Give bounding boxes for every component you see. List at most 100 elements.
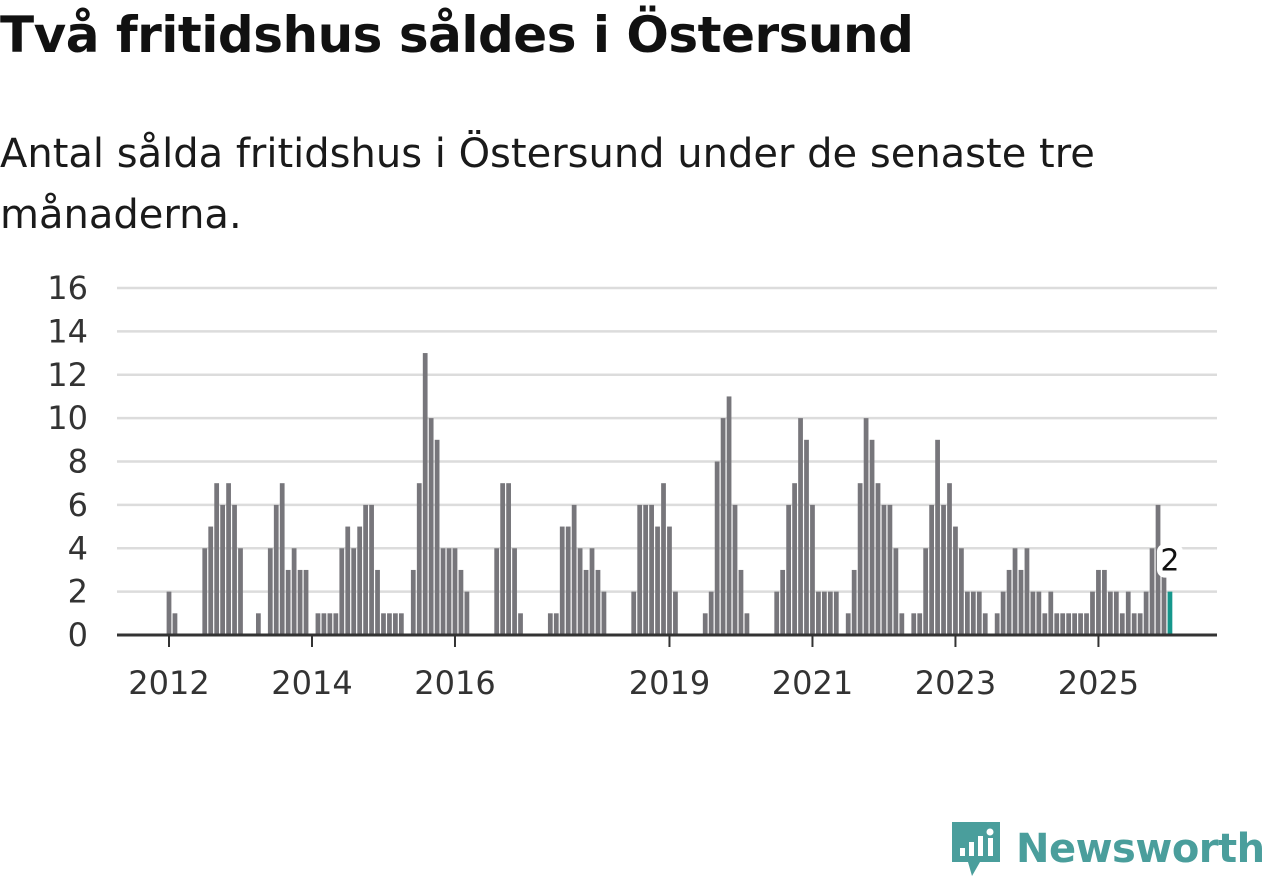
bar (720, 418, 726, 635)
bar (738, 569, 744, 635)
bar (506, 483, 511, 635)
bar (458, 569, 464, 635)
bar (166, 591, 172, 635)
y-tick-label: 6 (68, 486, 88, 524)
bar (327, 613, 333, 635)
bar (416, 483, 422, 635)
bar (1143, 591, 1149, 635)
bar (780, 569, 786, 635)
bar (702, 613, 708, 635)
bar (387, 613, 392, 635)
x-tick-label: 2012 (128, 664, 209, 702)
bar (1149, 548, 1155, 635)
annotation-bg (1156, 543, 1183, 578)
bar (959, 548, 964, 635)
bar (601, 591, 607, 635)
bar (869, 439, 875, 635)
bar (279, 483, 285, 635)
bar (708, 591, 714, 635)
bar (881, 504, 887, 635)
x-tick-label: 2019 (629, 664, 710, 702)
newsworthy-logo: Newsworthy (950, 818, 1262, 880)
bar (208, 526, 214, 635)
bar (667, 526, 672, 635)
bar (935, 439, 940, 635)
bar (512, 548, 517, 635)
bar (1137, 613, 1143, 635)
bar (970, 591, 976, 635)
bar (714, 461, 720, 635)
x-tick-label: 2016 (414, 664, 495, 702)
annotations: 2 (1156, 543, 1183, 579)
bar (726, 396, 732, 635)
bar (547, 613, 553, 635)
bar (410, 569, 416, 635)
bar (833, 591, 839, 635)
bar (845, 613, 851, 635)
bar (1096, 569, 1101, 635)
bar (595, 569, 601, 635)
bar (1090, 591, 1095, 635)
bar (1161, 569, 1167, 635)
bar (1119, 613, 1125, 635)
bar (452, 548, 458, 635)
bar (220, 504, 226, 635)
y-tick-label: 0 (68, 616, 88, 654)
bar (393, 613, 398, 635)
bar (589, 548, 595, 635)
bar (964, 591, 970, 635)
bar (1048, 591, 1054, 635)
x-tick-label: 2025 (1058, 664, 1139, 702)
bar (994, 613, 1000, 635)
y-tick-label: 2 (68, 573, 88, 611)
bar (1012, 548, 1018, 635)
bar (255, 613, 261, 635)
bar (559, 526, 565, 635)
bar (899, 613, 905, 635)
bar (398, 613, 404, 635)
bar (827, 591, 833, 635)
chart-subtitle: Antal sålda fritidshus i Östersund under… (0, 131, 1095, 238)
bar (1000, 591, 1006, 635)
bar (577, 548, 583, 635)
bar (339, 548, 345, 635)
bar (381, 613, 386, 635)
bar (571, 504, 577, 635)
bar (774, 591, 780, 635)
bar (649, 504, 654, 635)
bar (857, 483, 863, 635)
bar (911, 613, 917, 635)
bar (214, 483, 220, 635)
bar (291, 548, 297, 635)
bar (345, 526, 351, 635)
bar (297, 569, 303, 635)
bar (500, 483, 506, 635)
bar (1084, 613, 1089, 635)
bar (893, 548, 899, 635)
bar (446, 548, 452, 635)
bar (238, 548, 243, 635)
bar (232, 504, 237, 635)
bar (851, 569, 857, 635)
bar (267, 548, 273, 635)
bar (643, 504, 649, 635)
y-tick-label: 14 (47, 312, 88, 350)
bar (1030, 591, 1036, 635)
bar (1072, 613, 1077, 635)
bar (976, 591, 982, 635)
bar (285, 569, 291, 635)
bar (363, 504, 368, 635)
bar (303, 569, 309, 635)
bar (226, 483, 231, 635)
bar (428, 418, 434, 635)
bar (810, 504, 815, 635)
bar (1066, 613, 1072, 635)
bar (804, 439, 809, 635)
bar (1078, 613, 1083, 635)
bar (923, 548, 929, 635)
chart-bubble-icon (952, 822, 1000, 876)
bar (1125, 591, 1131, 635)
bar (822, 591, 827, 635)
bar (637, 504, 643, 635)
